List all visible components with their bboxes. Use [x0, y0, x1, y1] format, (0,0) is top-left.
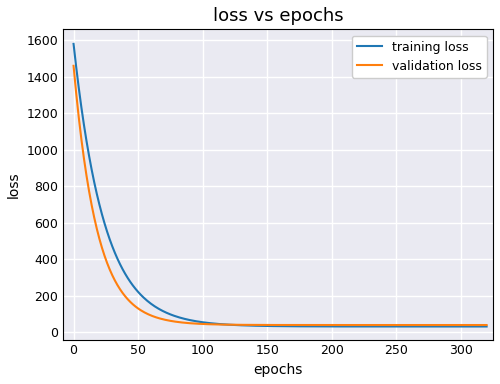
validation loss: [442, 323, 448, 327]
training loss: [484, 324, 490, 329]
training loss: [318, 324, 324, 329]
validation loss: [254, 323, 260, 327]
training loss: [442, 324, 448, 329]
Legend: training loss, validation loss: training loss, validation loss: [352, 36, 487, 78]
validation loss: [70, 63, 76, 68]
training loss: [364, 324, 370, 329]
Y-axis label: loss: loss: [7, 171, 21, 198]
X-axis label: epochs: epochs: [254, 363, 303, 377]
training loss: [330, 324, 336, 329]
validation loss: [318, 323, 324, 327]
training loss: [254, 323, 260, 328]
Title: loss vs epochs: loss vs epochs: [213, 7, 344, 25]
validation loss: [330, 323, 336, 327]
training loss: [70, 41, 76, 46]
validation loss: [484, 323, 490, 327]
validation loss: [154, 316, 160, 320]
training loss: [154, 306, 160, 310]
Line: validation loss: validation loss: [74, 66, 486, 325]
Line: training loss: training loss: [74, 44, 486, 326]
validation loss: [364, 323, 370, 327]
